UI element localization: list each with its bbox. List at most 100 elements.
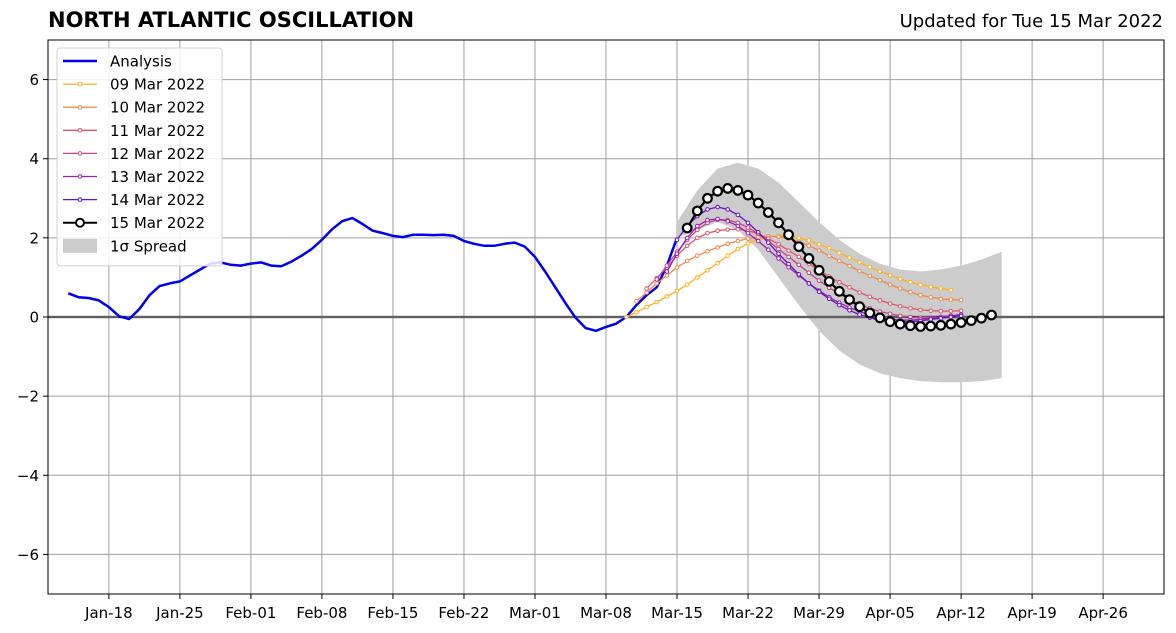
plot-area [48, 162, 1164, 383]
series-point [928, 294, 934, 300]
y-tick-label: 0 [29, 309, 39, 327]
series-point [847, 255, 852, 260]
series-point [722, 182, 734, 194]
series-point [786, 248, 791, 253]
series-point [776, 241, 781, 247]
series-point [935, 319, 947, 331]
series-point [928, 317, 934, 322]
legend-box [56, 47, 223, 267]
series-point [684, 258, 690, 264]
series-point [773, 217, 784, 229]
x-tick-label: Mar-01 [509, 604, 561, 622]
series-point [745, 230, 751, 236]
series-point [766, 240, 771, 245]
series-point [915, 321, 926, 332]
series-point [813, 264, 825, 276]
series-point [745, 225, 751, 230]
series-point [955, 317, 967, 328]
series-point [725, 207, 731, 212]
series-point [877, 269, 883, 274]
series-point [928, 308, 934, 314]
series-point [725, 227, 731, 232]
spread-band [677, 162, 1002, 383]
series-point [695, 235, 700, 241]
series-point [745, 220, 751, 226]
x-tick-label: Feb-15 [367, 604, 418, 622]
updated-label: Updated for Tue 15 Mar 2022 [899, 11, 1163, 32]
x-tick-label: Apr-12 [936, 604, 986, 622]
series-point [786, 261, 791, 267]
series-point [664, 294, 670, 299]
series-point [681, 222, 693, 234]
series-point [654, 277, 660, 282]
series-point [887, 311, 893, 317]
y-tick-label: −6 [17, 546, 39, 564]
x-tick-label: Apr-19 [1007, 604, 1057, 622]
legend-label: Analysis [110, 53, 172, 71]
series-point [908, 279, 913, 285]
legend-marker [77, 151, 83, 156]
series-point [816, 248, 822, 253]
series-point [715, 228, 720, 233]
series-point [816, 289, 822, 295]
series-point [715, 245, 720, 250]
series-point [877, 298, 883, 303]
series-point [918, 292, 923, 298]
x-tick-label: Apr-05 [865, 604, 915, 622]
series-point [776, 256, 781, 261]
series-point [948, 297, 954, 302]
series-point [847, 263, 852, 269]
series-point [624, 314, 629, 320]
series-point [897, 286, 903, 291]
series-point [732, 184, 744, 196]
series-point [634, 298, 639, 304]
series-point [796, 272, 802, 277]
legend-label: 10 Mar 2022 [110, 99, 205, 117]
series-point [654, 299, 660, 305]
series-point [823, 276, 835, 287]
series-point [925, 320, 937, 332]
series-point [725, 253, 731, 258]
axis-ticks: Jan-18 Jan-25 Feb-01 Feb-08 Feb-15 Feb-22 Mar-… [17, 71, 1128, 622]
series-point [816, 278, 822, 283]
series-point [755, 230, 761, 235]
series-point [948, 308, 954, 314]
series-point [762, 207, 774, 218]
series-point [776, 234, 781, 239]
series-point [837, 258, 842, 264]
legend: Analysis 09 Mar 2022 10 Mar 2022 11 Mar 202… [56, 47, 223, 267]
series-point [965, 315, 977, 327]
legend-item: 11 Mar 2022 [63, 122, 205, 140]
series-point [826, 245, 832, 251]
series-point [938, 286, 944, 291]
series-point [715, 260, 720, 266]
series-point [796, 254, 802, 260]
series-point [864, 307, 876, 319]
series-point [877, 277, 883, 283]
series-point [958, 313, 964, 319]
series-point [705, 207, 710, 212]
series-point [725, 218, 731, 224]
series-point [796, 235, 802, 241]
series-point [894, 318, 906, 330]
series-point [857, 260, 862, 265]
series-point [945, 318, 957, 330]
series-point [857, 312, 862, 317]
legend-label: 13 Mar 2022 [110, 168, 205, 186]
series-point [826, 253, 832, 258]
series-point [844, 294, 855, 306]
series-point [752, 197, 764, 209]
series-point [867, 294, 873, 300]
series-point [986, 309, 997, 321]
series-point [684, 282, 690, 287]
legend-item: Analysis [63, 53, 172, 71]
series-point [695, 253, 700, 258]
y-tick-label: −2 [17, 388, 39, 406]
series-point [948, 314, 954, 320]
x-tick-label: Mar-22 [722, 604, 774, 622]
legend-swatch [63, 238, 97, 253]
legend-label: 1σ Spread [110, 237, 187, 255]
analysis-line [67, 216, 679, 333]
series-point [664, 269, 670, 274]
